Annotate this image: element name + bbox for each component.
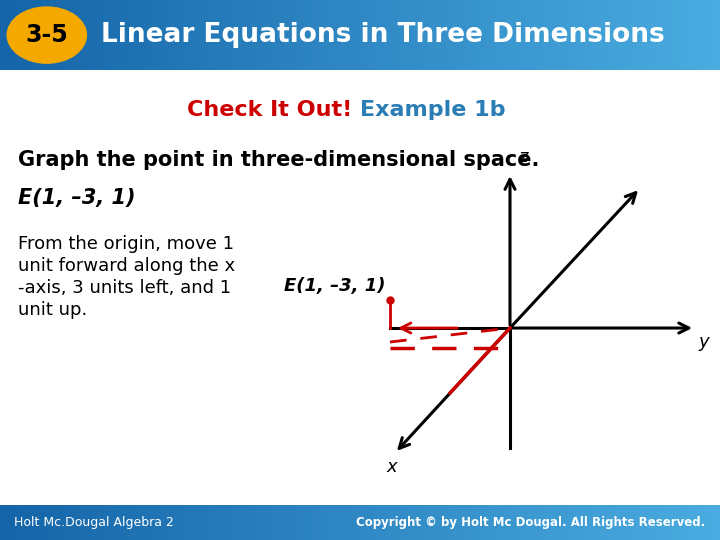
Text: Holt Mc.Dougal Algebra 2: Holt Mc.Dougal Algebra 2 [14,516,174,529]
Text: unit forward along the x: unit forward along the x [18,257,235,275]
Text: Copyright © by Holt Mc Dougal. All Rights Reserved.: Copyright © by Holt Mc Dougal. All Right… [356,516,706,529]
Text: Check It Out!: Check It Out! [187,100,360,120]
Text: E(1, –3, 1): E(1, –3, 1) [284,277,385,295]
Text: 3-5: 3-5 [25,23,68,47]
Text: From the origin, move 1: From the origin, move 1 [18,235,234,253]
Ellipse shape [7,7,86,63]
Text: -axis, 3 units left, and 1: -axis, 3 units left, and 1 [18,279,231,297]
Text: Graph the point in three-dimensional space.: Graph the point in three-dimensional spa… [18,150,539,170]
Text: E(1, –3, 1): E(1, –3, 1) [18,188,135,208]
Text: Example 1b: Example 1b [360,100,505,120]
Text: Linear Equations in Three Dimensions: Linear Equations in Three Dimensions [101,22,665,48]
Text: unit up.: unit up. [18,301,87,319]
Text: y: y [698,333,708,351]
Text: x: x [387,458,397,476]
Text: z: z [518,148,528,166]
